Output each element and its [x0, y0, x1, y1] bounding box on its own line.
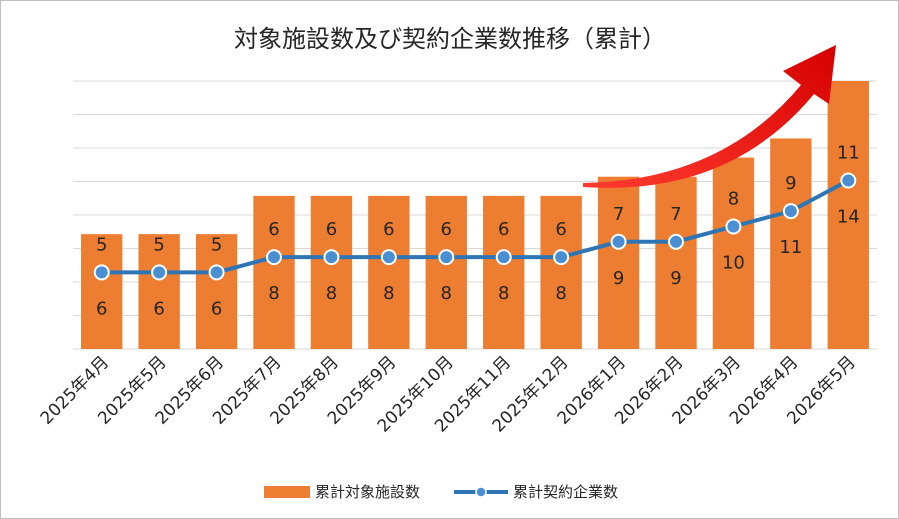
line-data-label: 5 — [96, 234, 107, 255]
line-data-label: 7 — [613, 204, 624, 225]
line-point — [323, 249, 340, 266]
line-point — [151, 264, 168, 281]
line-data-label: 5 — [153, 234, 164, 255]
bar — [310, 195, 353, 349]
line-series — [93, 172, 857, 281]
bar — [483, 195, 525, 349]
x-axis-tick-labels: 2025年4月2025年5月2025年6月2025年7月2025年8月2025年… — [37, 352, 860, 436]
line-data-label: 5 — [211, 234, 222, 255]
bar-data-label: 14 — [837, 207, 860, 228]
line-point — [438, 249, 455, 266]
bar — [81, 234, 123, 349]
bar-data-label: 6 — [153, 298, 164, 319]
line-point — [610, 233, 627, 250]
line-data-label: 6 — [555, 219, 566, 240]
line-point — [553, 249, 570, 266]
bar-data-label: 9 — [613, 268, 624, 289]
bar — [253, 195, 295, 349]
legend-swatch-bar — [264, 486, 310, 498]
line-data-label: 6 — [268, 219, 279, 240]
bar-data-labels: 6 6 6 8 8 8 8 8 8 9 9 10 11 14 — [96, 207, 860, 320]
line-point — [208, 264, 225, 281]
bar-data-label: 9 — [670, 268, 681, 289]
line-point — [840, 172, 857, 189]
trend-arrow-shape — [583, 45, 836, 188]
bar — [368, 195, 410, 349]
line-data-label: 6 — [326, 219, 337, 240]
legend-label-bar: 累計対象施設数 — [315, 483, 420, 501]
legend: 累計対象施設数 累計契約企業数 — [264, 483, 618, 501]
bar-data-label: 8 — [498, 283, 509, 304]
bar — [770, 138, 812, 349]
line-point — [93, 264, 110, 281]
legend-swatch-point — [475, 486, 487, 498]
line-data-label: 11 — [837, 143, 860, 164]
chart-title: 対象施設数及び契約企業数推移（累計） — [234, 25, 666, 53]
bar-data-label: 8 — [326, 283, 337, 304]
bar — [712, 157, 755, 349]
line-data-label: 6 — [441, 219, 452, 240]
line-point — [725, 218, 742, 235]
bar-data-label: 10 — [722, 252, 745, 273]
bar — [827, 81, 869, 349]
bar-data-label: 11 — [779, 237, 802, 258]
line-point — [495, 249, 512, 266]
line-point — [668, 233, 684, 250]
bar — [597, 176, 640, 349]
bar-data-label: 8 — [268, 283, 279, 304]
gridlines — [73, 80, 877, 350]
bar-data-label: 6 — [211, 298, 222, 319]
line-data-label: 8 — [728, 188, 739, 209]
line-point — [380, 249, 397, 266]
line-data-labels: 5 5 5 6 6 6 6 6 6 7 7 8 9 11 — [96, 143, 860, 256]
line-data-label: 7 — [670, 204, 681, 225]
bar-data-label: 8 — [555, 283, 566, 304]
bar — [655, 176, 697, 349]
line-data-label: 6 — [498, 219, 509, 240]
bar — [195, 234, 238, 349]
bar-series — [81, 81, 869, 349]
series-line — [101, 178, 850, 275]
bar — [138, 234, 180, 349]
bar — [425, 195, 467, 349]
legend-label-line: 累計契約企業数 — [513, 483, 618, 501]
bar — [540, 195, 582, 349]
line-point — [266, 249, 282, 266]
bar-data-label: 6 — [96, 298, 107, 319]
bar-data-label: 8 — [383, 283, 394, 304]
line-data-label: 9 — [785, 173, 796, 194]
line-point — [782, 203, 799, 220]
bar-data-label: 8 — [441, 283, 452, 304]
line-data-label: 6 — [383, 219, 394, 240]
trend-arrow-icon — [583, 45, 836, 188]
